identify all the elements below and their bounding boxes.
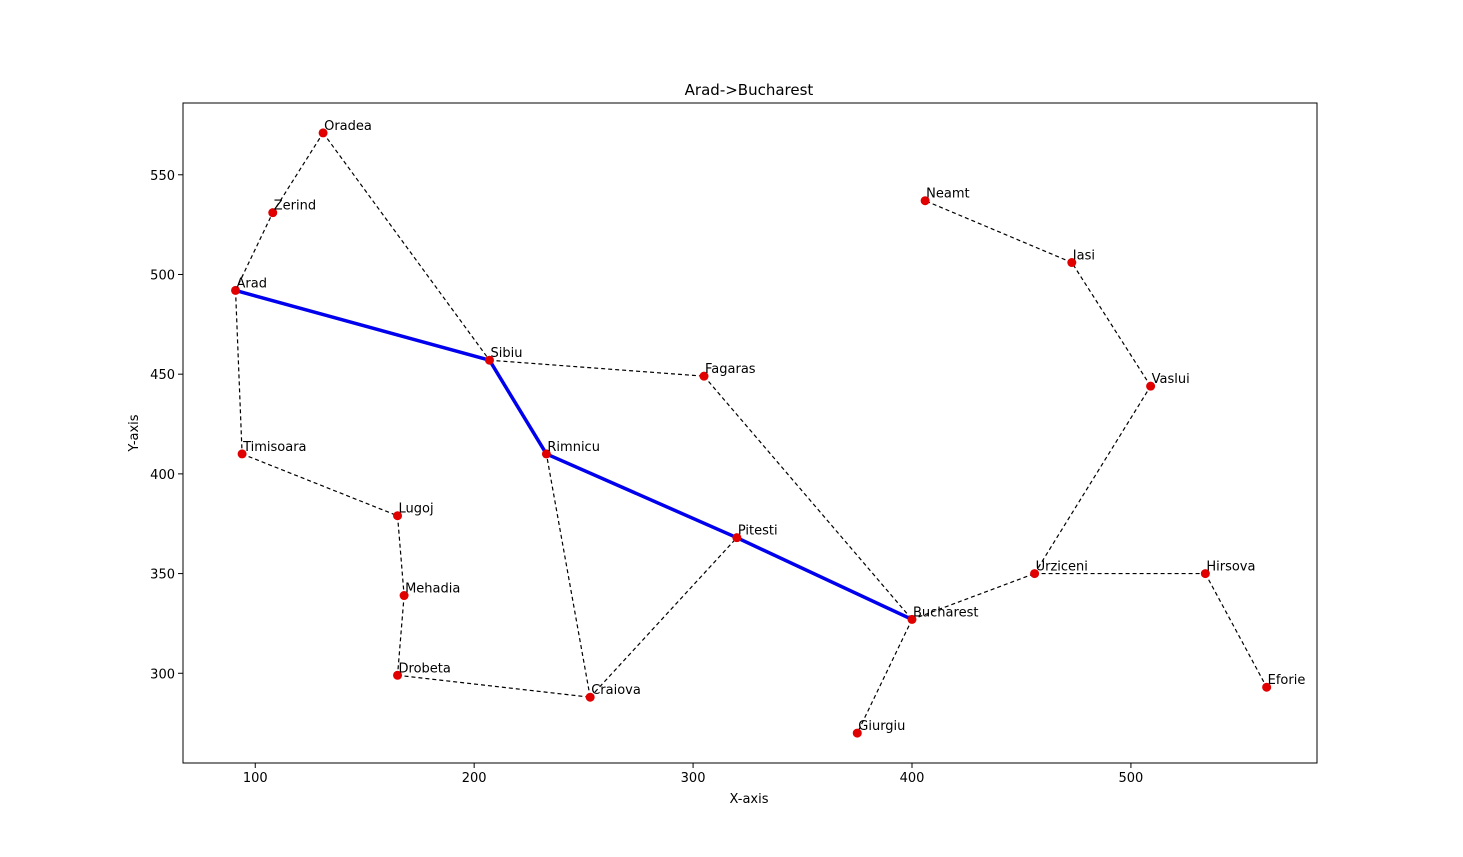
node-point-oradea — [318, 128, 328, 138]
node-point-drobeta — [393, 670, 403, 680]
node-label-fagaras: Fagaras — [705, 362, 756, 377]
edge-urziceni-vaslui — [1034, 385, 1152, 574]
node-label-zerind: Zerind — [274, 199, 316, 214]
edge-arad-zerind — [234, 212, 274, 291]
node-point-sibiu — [484, 355, 494, 365]
node-label-craiova: Craiova — [591, 683, 641, 698]
nodes-layer — [231, 128, 1272, 738]
node-point-hirsova — [1200, 569, 1210, 579]
edge-drobeta-craiova — [397, 674, 591, 698]
node-label-drobeta: Drobeta — [399, 661, 451, 676]
edge-fagaras-bucharest — [703, 375, 913, 620]
node-point-pitesti — [732, 533, 742, 543]
x-tick-label-300: 300 — [681, 771, 706, 786]
edge-bucharest-giurgiu — [856, 619, 913, 734]
edge-oradea-sibiu — [322, 132, 490, 361]
labels-layer: Arad Bucharest Craiova Drobeta Eforie Fagaras… — [237, 119, 1306, 734]
node-point-urziceni — [1030, 569, 1040, 579]
edge-mehadia-drobeta — [396, 595, 405, 676]
y-tick-label-550: 550 — [150, 169, 175, 184]
x-tick-label-200: 200 — [462, 771, 487, 786]
node-label-pitesti: Pitesti — [738, 524, 778, 539]
node-point-vaslui — [1146, 381, 1156, 391]
edge-craiova-pitesti — [589, 537, 738, 698]
node-point-bucharest — [907, 614, 917, 624]
node-point-lugoj — [393, 511, 403, 521]
x-tick-label-400: 400 — [900, 771, 925, 786]
y-tick-label-450: 450 — [150, 368, 175, 383]
node-point-zerind — [268, 208, 278, 218]
x-axis-label: X-axis — [730, 792, 769, 807]
edge-hirsova-eforie — [1204, 573, 1268, 688]
node-label-rimnicu: Rimnicu — [547, 440, 600, 455]
edge-zerind-oradea — [272, 132, 324, 213]
node-label-giurgiu: Giurgiu — [858, 719, 905, 734]
edge-craiova-rimnicu — [545, 453, 591, 698]
y-tick-label-350: 350 — [150, 568, 175, 583]
x-ticks: 100 200 300 400 500 — [243, 763, 1144, 786]
edge-arad-timisoara — [234, 290, 243, 454]
node-point-arad — [231, 285, 241, 295]
x-tick-label-100: 100 — [243, 771, 268, 786]
node-point-craiova — [585, 692, 595, 702]
edge-vaslui-iasi — [1071, 262, 1152, 387]
node-label-eforie: Eforie — [1268, 673, 1306, 688]
node-label-lugoj: Lugoj — [399, 502, 434, 517]
edge-iasi-neamt — [924, 200, 1073, 264]
x-tick-label-500: 500 — [1119, 771, 1144, 786]
node-point-mehadia — [399, 591, 409, 601]
node-label-mehadia: Mehadia — [405, 582, 460, 597]
node-label-hirsova: Hirsova — [1206, 560, 1255, 575]
node-label-arad: Arad — [237, 276, 267, 291]
y-tick-label-400: 400 — [150, 468, 175, 483]
node-label-neamt: Neamt — [926, 187, 969, 202]
node-point-giurgiu — [852, 728, 862, 738]
y-tick-label-500: 500 — [150, 268, 175, 283]
edge-bucharest-urziceni — [911, 573, 1035, 620]
node-point-fagaras — [699, 371, 709, 381]
edge-sibiu-fagaras — [489, 359, 705, 377]
y-axis-label: Y-axis — [127, 414, 142, 452]
y-tick-label-300: 300 — [150, 667, 175, 682]
node-label-vaslui: Vaslui — [1152, 372, 1190, 387]
node-label-oradea: Oradea — [324, 119, 372, 134]
node-label-urziceni: Urziceni — [1036, 560, 1088, 575]
node-point-rimnicu — [541, 449, 551, 459]
node-label-iasi: Iasi — [1073, 249, 1095, 264]
node-point-iasi — [1067, 258, 1077, 268]
y-ticks: 300 350 400 450 500 550 — [150, 169, 183, 682]
node-point-neamt — [920, 196, 930, 206]
node-label-timisoara: Timisoara — [242, 440, 306, 455]
chart-title: Arad->Bucharest — [685, 81, 814, 99]
node-point-timisoara — [237, 449, 247, 459]
node-point-eforie — [1262, 682, 1272, 692]
edge-lugoj-mehadia — [396, 515, 405, 596]
node-label-bucharest: Bucharest — [913, 605, 978, 620]
plot-frame — [182, 102, 1318, 764]
node-label-sibiu: Sibiu — [490, 346, 522, 361]
